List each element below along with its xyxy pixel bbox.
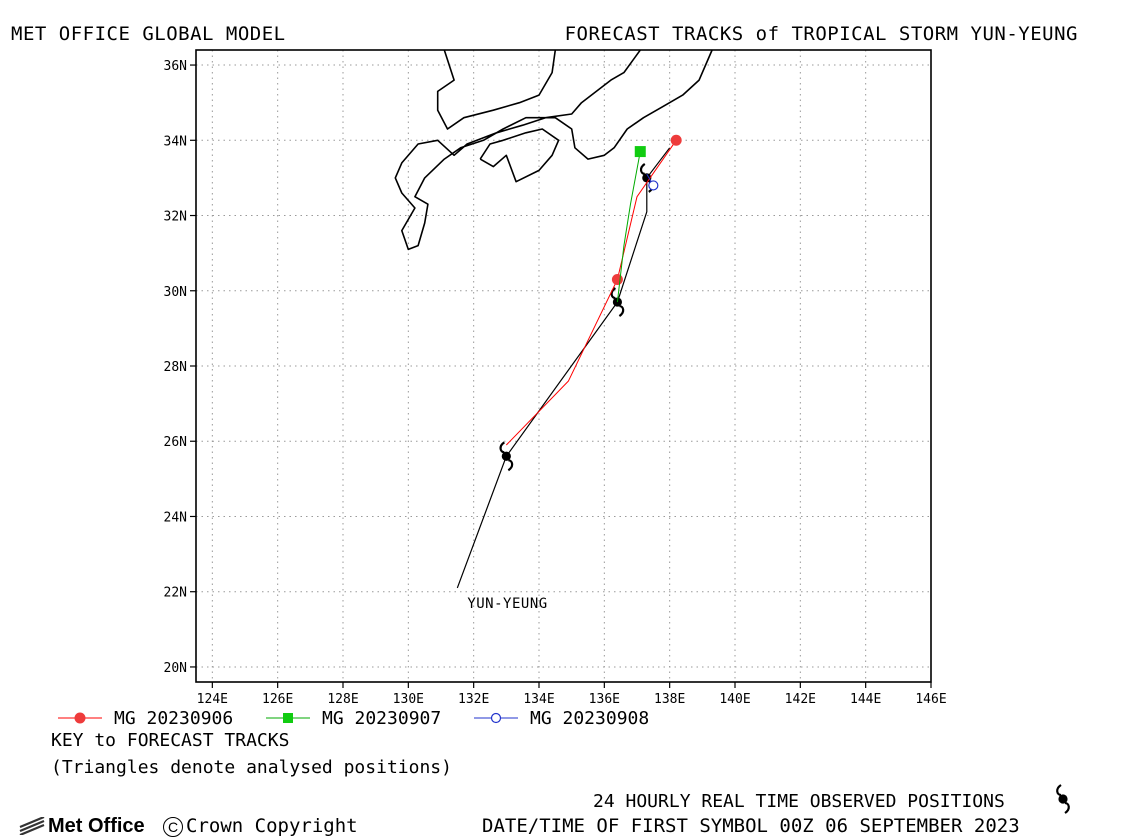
tick-label-lat: 32N: [164, 210, 187, 225]
grid: [196, 50, 932, 682]
met-office-logo-icon: [19, 815, 45, 837]
legend-label: MG 20230908: [530, 708, 650, 729]
observed-track: [456, 147, 671, 589]
coastline: [394, 49, 713, 251]
tick-label-lon: 136E: [589, 692, 620, 707]
tropical-cyclone-icon: [1056, 784, 1070, 814]
forecast-track-line: [616, 151, 641, 303]
coastline-segment: [479, 128, 560, 183]
observed-positions-label: 24 HOURLY REAL TIME OBSERVED POSITIONS: [593, 791, 1005, 812]
storm-name-label: YUN-YEUNG: [467, 596, 547, 612]
tick-label-lat: 28N: [164, 360, 187, 375]
legend-label: MG 20230907: [322, 708, 442, 729]
model-title: MET OFFICE GLOBAL MODEL: [11, 23, 286, 45]
tick-label-lat: 26N: [164, 435, 187, 450]
forecast-marker-circle: [611, 273, 623, 285]
tick-label-lon: 144E: [850, 692, 881, 707]
tick-label-lon: 126E: [262, 692, 293, 707]
forecast-marker-open-circle: [648, 180, 659, 191]
tick-label-lat: 22N: [164, 586, 187, 601]
tick-label-lon: 138E: [654, 692, 685, 707]
key-note: (Triangles denote analysed positions): [51, 757, 452, 778]
tick-label-lon: 132E: [458, 692, 489, 707]
forecast-tracks: [505, 134, 682, 446]
copyright-icon: C: [163, 817, 183, 837]
forecast-marker-square: [634, 146, 646, 158]
tick-label-lon: 134E: [523, 692, 554, 707]
coastline-segment: [394, 49, 713, 251]
first-symbol-datetime: DATE/TIME OF FIRST SYMBOL 00Z 06 SEPTEMB…: [482, 815, 1020, 837]
legend-red-circle-icon: [58, 712, 102, 724]
tick-label-lat: 36N: [164, 59, 187, 74]
legend-green-square-icon: [266, 713, 310, 723]
axis-ticks: 124E 126E 128E 130E 132E 134E 136E 138E 140E 142E…: [164, 59, 947, 707]
tick-label-lon: 128E: [327, 692, 358, 707]
tick-label-lon: 124E: [197, 692, 228, 707]
tick-label-lat: 30N: [164, 285, 187, 300]
tick-label-lon: 130E: [393, 692, 424, 707]
tick-label-lon: 146E: [915, 692, 946, 707]
legend-label: MG 20230906: [114, 708, 234, 729]
tick-label-lat: 20N: [164, 661, 187, 676]
copyright: C Crown Copyright: [163, 815, 358, 837]
coastline-segment: [436, 49, 557, 130]
logo-text: Met Office: [48, 815, 145, 837]
tick-label-lon: 142E: [785, 692, 816, 707]
met-office-logo: Met Office: [18, 815, 145, 838]
observed-track-line: [456, 147, 671, 589]
tick-label-lon: 140E: [719, 692, 750, 707]
key-title: KEY to FORECAST TRACKS: [51, 730, 290, 751]
forecast-marker-circle: [670, 134, 682, 146]
tick-label-lat: 24N: [164, 510, 187, 525]
tick-label-lat: 34N: [164, 134, 187, 149]
legend-blue-open-circle-icon: [474, 712, 518, 724]
chart-title: FORECAST TRACKS of TROPICAL STORM YUN-YE…: [564, 23, 1078, 45]
copyright-text: Crown Copyright: [186, 815, 358, 837]
